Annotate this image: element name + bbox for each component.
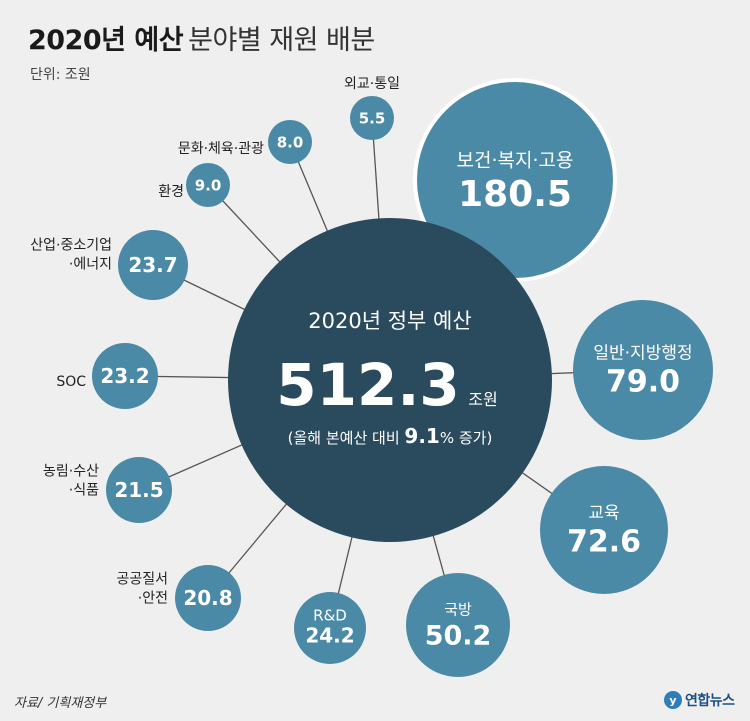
source-note: 자료/ 기획재정부	[14, 696, 107, 711]
category-value: 50.2	[425, 620, 492, 651]
category-label: ·안전	[138, 591, 168, 607]
category-label: 일반·지방행정	[593, 344, 692, 364]
yonhap-logo-icon: y	[664, 691, 682, 709]
category-label: SOC	[56, 374, 86, 390]
category-value: 23.2	[100, 364, 149, 388]
center-note: (올해 본예산 대비 9.1% 증가)	[288, 424, 493, 448]
category-label: 문화·체육·관광	[178, 141, 264, 157]
center-unit: 조원	[468, 390, 497, 409]
category-value: 21.5	[114, 478, 163, 502]
title-light: 분야별 재원 배분	[188, 25, 375, 56]
category-bubble	[350, 96, 394, 140]
category-label: 보건·복지·고용	[457, 149, 574, 171]
category-bubble	[186, 163, 230, 207]
category-bubble	[268, 120, 312, 164]
center-bubble	[228, 218, 552, 542]
category-bubble	[118, 230, 188, 300]
category-value: 24.2	[305, 623, 354, 647]
category-bubble	[573, 300, 713, 440]
category-value: 20.8	[183, 586, 232, 610]
category-bubble	[175, 565, 241, 631]
category-value: 72.6	[567, 525, 641, 560]
category-value: 79.0	[606, 365, 680, 400]
title-bold: 2020년 예산	[28, 25, 184, 56]
center-value: 512.3	[276, 351, 459, 419]
category-label: 환경	[158, 184, 184, 200]
category-bubble	[92, 343, 158, 409]
category-label: 국방	[444, 601, 472, 619]
unit-label: 단위: 조원	[30, 67, 91, 83]
category-label: R&D	[313, 606, 347, 624]
category-bubble	[540, 466, 668, 594]
category-label: 외교·통일	[344, 76, 400, 92]
center-label: 2020년 정부 예산	[308, 309, 471, 333]
category-label: ·식품	[69, 483, 99, 499]
category-label: 산업·중소기업	[30, 238, 112, 254]
publisher-logo: y 연합뉴스	[664, 690, 735, 710]
category-value: 23.7	[128, 253, 177, 277]
logo-text: 연합뉴스	[685, 693, 735, 709]
category-bubble	[294, 592, 366, 664]
category-value: 8.0	[277, 133, 304, 151]
category-bubble	[406, 573, 510, 677]
category-label: 교육	[588, 504, 619, 524]
chart-title: 2020년 예산 분야별 재원 배분	[28, 18, 375, 57]
category-label: 농림·수산	[43, 464, 99, 480]
category-value: 180.5	[458, 174, 572, 215]
category-label: 공공질서	[116, 572, 168, 588]
category-label: ·에너지	[69, 257, 112, 273]
category-bubble	[106, 457, 172, 523]
category-value: 5.5	[359, 109, 386, 127]
category-value: 9.0	[195, 176, 222, 194]
